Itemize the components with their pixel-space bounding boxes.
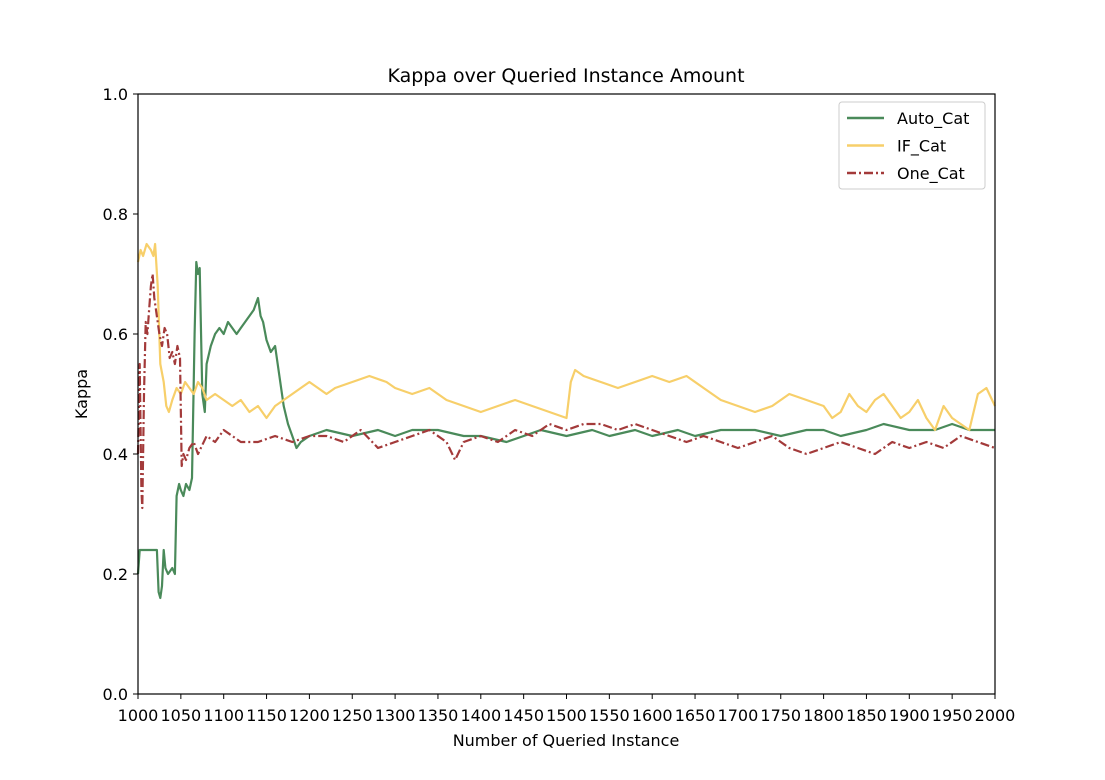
x-tick-label: 1250 <box>332 706 373 725</box>
x-tick-label: 1150 <box>246 706 287 725</box>
y-tick-label: 0.8 <box>103 205 128 224</box>
y-axis-ticks: 0.0 0.2 0.4 0.6 0.8 1.0 <box>103 85 138 704</box>
y-tick-label: 0.4 <box>103 445 128 464</box>
x-tick-label: 1750 <box>760 706 801 725</box>
series-group <box>136 242 996 600</box>
y-tick-label: 0.6 <box>103 325 128 344</box>
x-tick-label: 1600 <box>632 706 673 725</box>
legend-label: IF_Cat <box>897 137 946 157</box>
plot-background <box>138 94 995 694</box>
x-tick-label: 1900 <box>889 706 930 725</box>
x-axis-ticks: 1000 1050 1100 1150 1200 1250 1300 1350 1400 1450… <box>118 694 1016 725</box>
y-tick-label: 0.0 <box>103 685 128 704</box>
x-tick-label: 1700 <box>718 706 759 725</box>
series-line-auto-cat <box>136 260 995 600</box>
x-tick-label: 1050 <box>160 706 201 725</box>
x-tick-label: 1450 <box>503 706 544 725</box>
series-line-one-cat <box>136 272 996 510</box>
y-tick-label: 1.0 <box>103 85 128 104</box>
x-tick-label: 1200 <box>289 706 330 725</box>
x-tick-label: 1000 <box>118 706 159 725</box>
legend-label: Auto_Cat <box>897 109 969 129</box>
legend-label: One_Cat <box>897 164 965 184</box>
x-axis-title: Number of Queried Instance <box>453 731 680 750</box>
x-tick-label: 1650 <box>675 706 716 725</box>
y-tick-label: 0.2 <box>103 565 128 584</box>
x-tick-label: 1950 <box>932 706 973 725</box>
y-axis-title: Kappa <box>72 369 91 419</box>
x-tick-label: 1850 <box>846 706 887 725</box>
series-line-if-cat <box>136 242 996 432</box>
x-tick-label: 1400 <box>460 706 501 725</box>
x-tick-label: 1100 <box>203 706 244 725</box>
x-tick-label: 1800 <box>803 706 844 725</box>
x-tick-label: 1550 <box>589 706 630 725</box>
legend-box <box>838 101 986 190</box>
x-tick-label: 1300 <box>375 706 416 725</box>
chart-title: Kappa over Queried Instance Amount <box>387 65 744 87</box>
legend: Auto_Cat IF_Cat One_Cat <box>838 101 986 190</box>
x-tick-label: 2000 <box>975 706 1016 725</box>
x-tick-label: 1500 <box>546 706 587 725</box>
x-tick-label: 1350 <box>418 706 459 725</box>
